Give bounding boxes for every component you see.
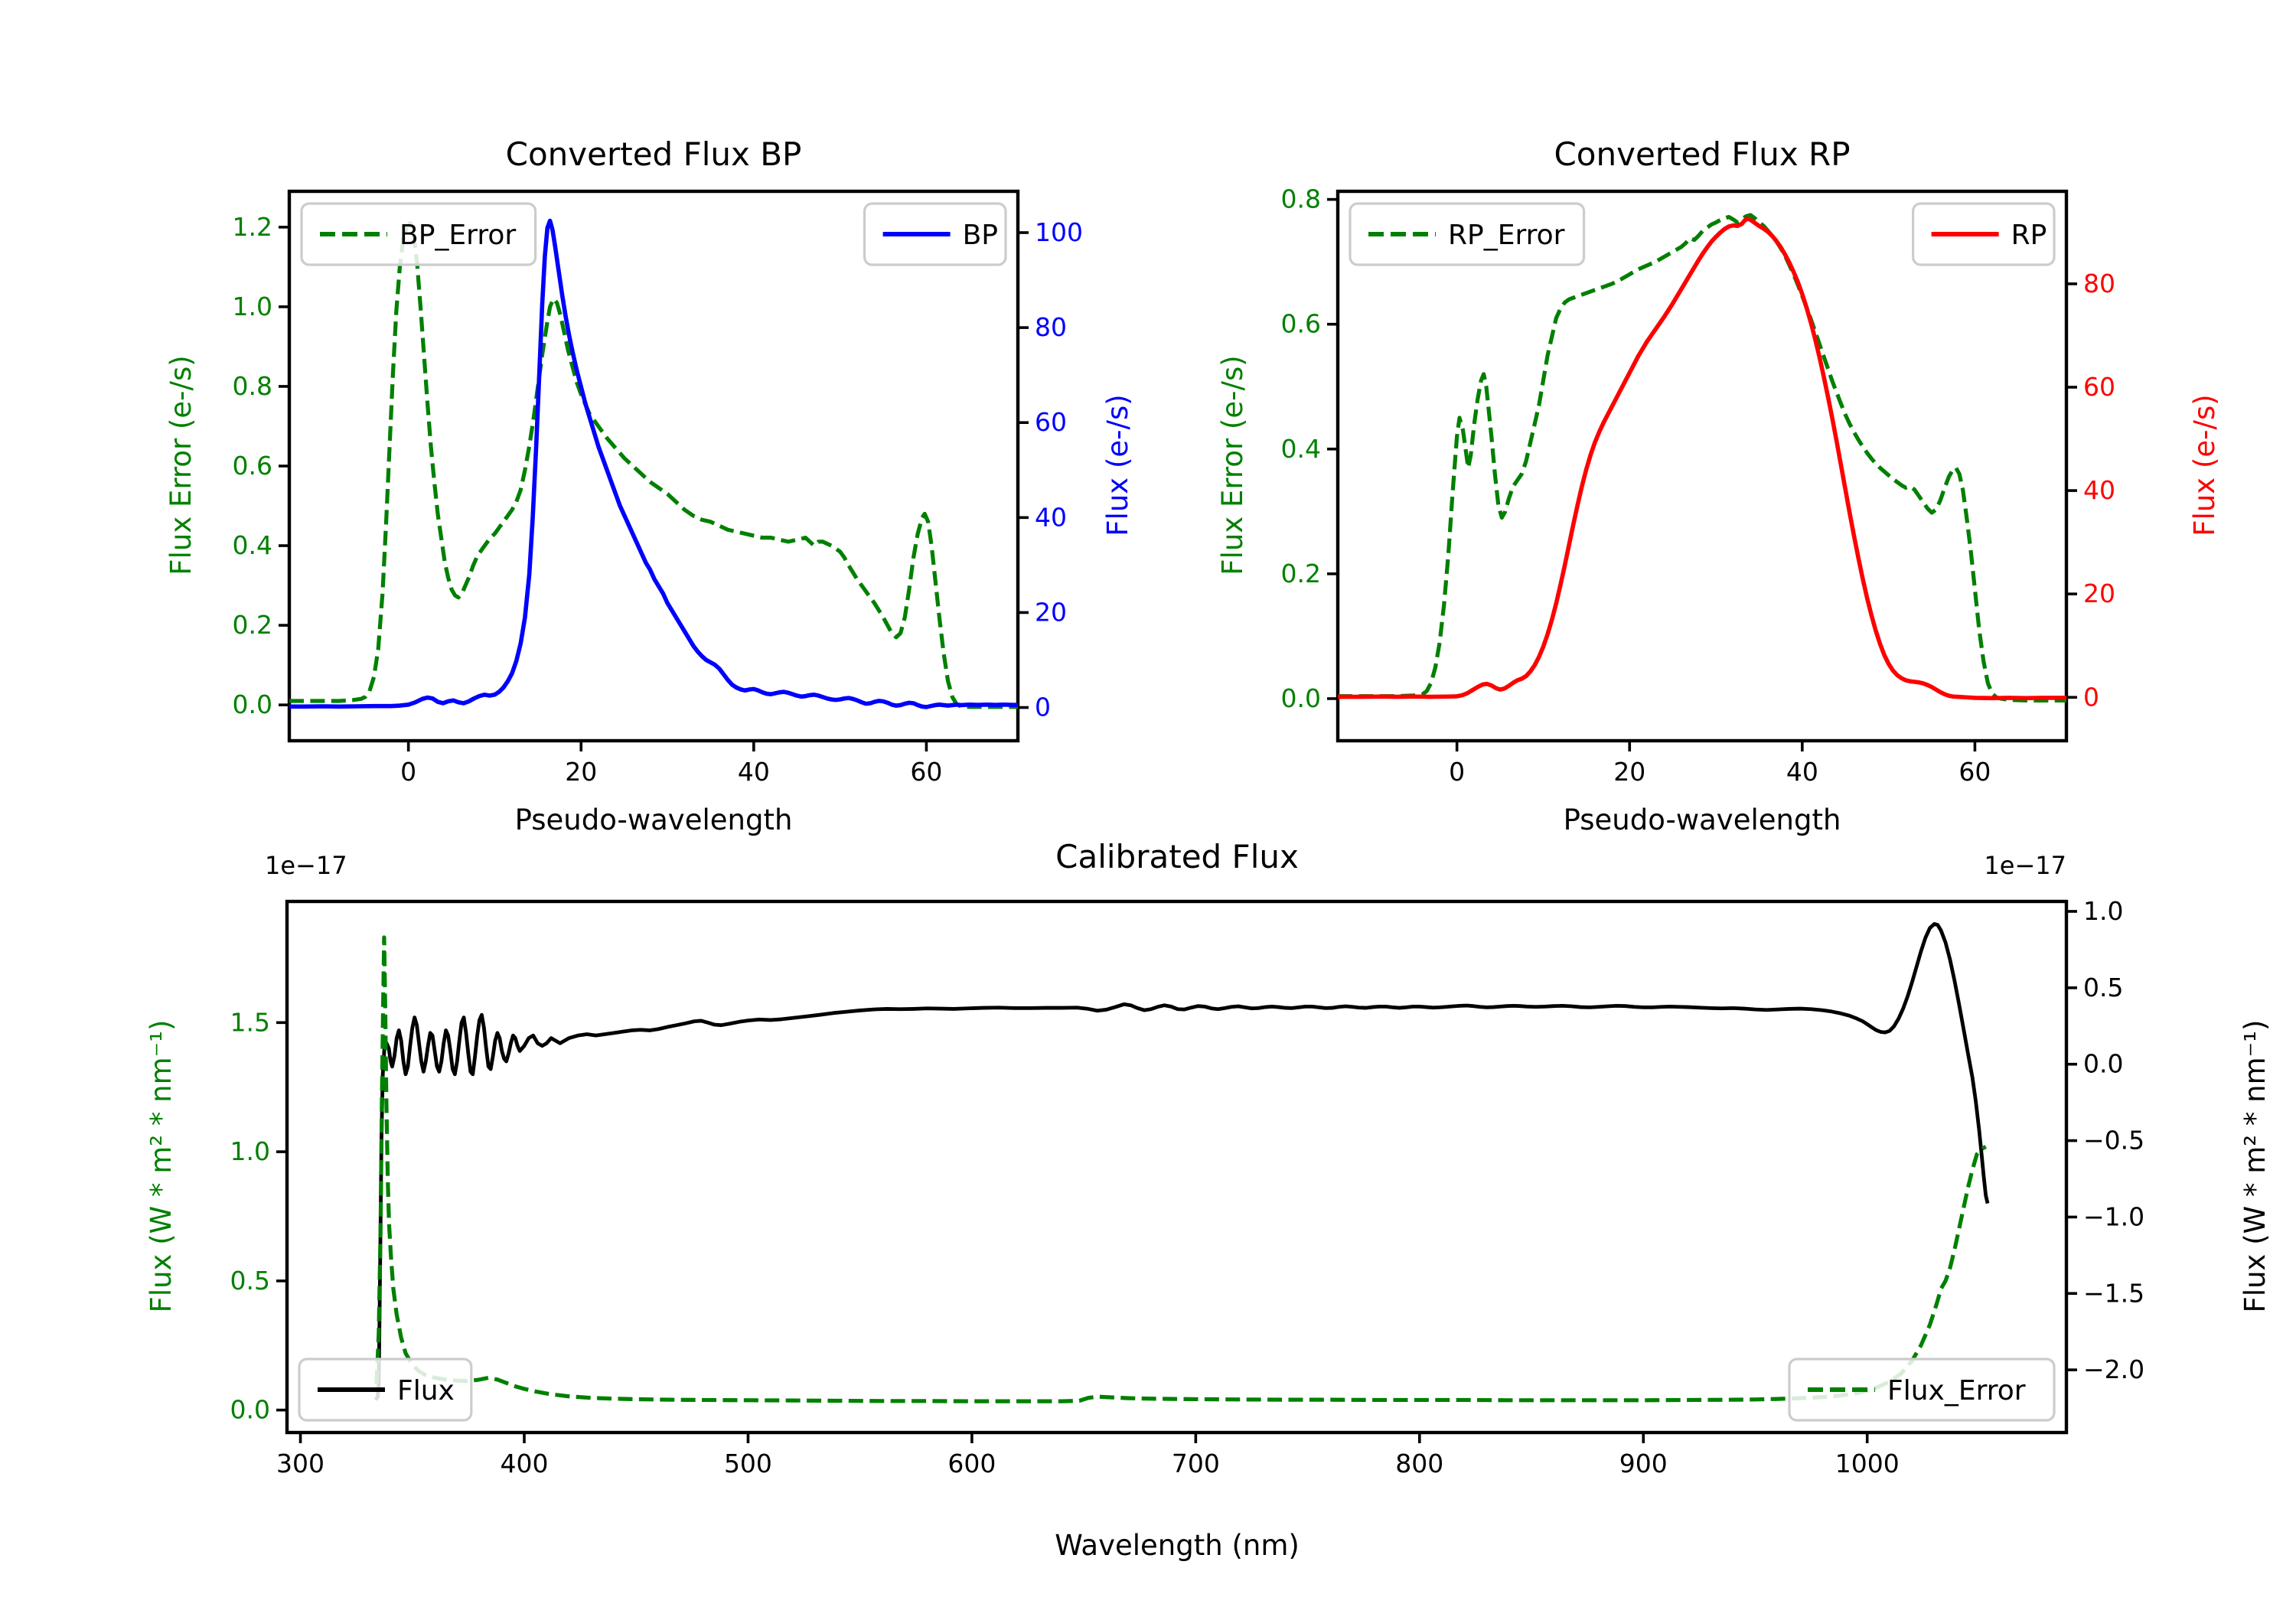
legend-label: Flux_Error <box>1887 1375 2026 1407</box>
series-rp_error <box>1338 213 2066 703</box>
y-tick-label-right: 20 <box>1035 597 1067 627</box>
y-tick-label-left: 0.5 <box>230 1266 270 1296</box>
y-tick-label-right: −1.0 <box>2083 1201 2144 1231</box>
chart-1: 0 20 40 60 0.0 0.2 0.4 0.6 0.8 0 20 40 60 80 RP_Error R… <box>1281 184 2115 787</box>
x-tick-label: 60 <box>910 757 942 787</box>
chart-rp-ylabel-right: Flux (e-/s) <box>2190 394 2222 536</box>
legend-flux: Flux <box>298 1358 473 1422</box>
x-tick-label: 500 <box>724 1449 772 1478</box>
series-flux <box>373 921 1990 1401</box>
y-tick-label-right: 0 <box>2083 682 2099 712</box>
y-tick-label-right: 1.0 <box>2083 896 2123 926</box>
y-tick-label-right: −2.0 <box>2083 1354 2144 1384</box>
y-tick-label-right: 20 <box>2083 579 2115 608</box>
chart-bp-xlabel: Pseudo-wavelength <box>514 805 793 837</box>
axes-frame <box>285 899 2069 1435</box>
legend-box <box>300 202 537 266</box>
x-tick-label: 40 <box>738 757 770 787</box>
chart-cal-offset-right: 1e−17 <box>1984 851 2066 880</box>
legend-box <box>1788 1358 2056 1422</box>
series-rp <box>1338 216 2066 701</box>
y-tick-label-right: 80 <box>2083 269 2115 298</box>
x-tick-label: 1000 <box>1835 1449 1900 1478</box>
x-tick-label: 0 <box>1449 757 1465 787</box>
y-tick-label-right: −0.5 <box>2083 1126 2144 1156</box>
legend-label: BP <box>963 220 998 251</box>
chart-rp-xlabel: Pseudo-wavelength <box>1563 805 1841 837</box>
y-tick-label-left: 0.0 <box>1281 683 1321 713</box>
chart-bp-title: Converted Flux BP <box>505 136 802 173</box>
legend-box <box>1349 202 1586 266</box>
y-tick-label-left: 1.5 <box>230 1007 270 1037</box>
x-tick-label: 0 <box>400 757 416 787</box>
legend-box <box>298 1358 473 1422</box>
legend-label: Flux <box>397 1375 455 1407</box>
y-tick-label-left: 0.2 <box>233 610 272 640</box>
y-tick-label-right: 60 <box>2083 372 2115 402</box>
legend-rp: RP <box>1912 202 2056 266</box>
x-tick-label: 300 <box>276 1449 325 1478</box>
y-tick-label-left: 0.2 <box>1281 559 1321 588</box>
y-tick-label-right: 80 <box>1035 312 1067 342</box>
y-tick-label-left: 0.4 <box>1281 434 1321 464</box>
legend-label: RP_Error <box>1448 220 1565 251</box>
y-tick-label-left: 0.0 <box>230 1395 270 1425</box>
y-tick-label-left: 0.8 <box>233 371 272 401</box>
chart-rp-title: Converted Flux RP <box>1554 136 1851 173</box>
x-tick-label: 600 <box>947 1449 996 1478</box>
y-tick-label-left: 0.8 <box>1281 184 1321 214</box>
chart-cal-xlabel: Wavelength (nm) <box>1055 1530 1300 1563</box>
legend-label: RP <box>2011 220 2047 251</box>
x-tick-label: 700 <box>1172 1449 1220 1478</box>
chart-bp-ylabel-left: Flux Error (e-/s) <box>166 355 198 575</box>
y-tick-label-left: 0.4 <box>233 530 272 560</box>
chart-2: 300 400 500 600 700 800 900 1000 0.0 0.5 1.0 1.5 1.0… <box>230 896 2145 1478</box>
chart-cal-ylabel-left: Flux (W * m² * nm⁻¹) <box>146 1019 178 1313</box>
legend-label: BP_Error <box>400 220 516 251</box>
y-tick-label-left: 0.6 <box>233 451 272 481</box>
y-tick-label-right: 0 <box>1035 693 1051 722</box>
x-tick-label: 900 <box>1619 1449 1668 1478</box>
x-tick-label: 20 <box>565 757 597 787</box>
y-tick-label-right: 100 <box>1035 217 1083 247</box>
y-tick-label-right: −1.5 <box>2083 1278 2144 1308</box>
y-tick-label-left: 0.0 <box>233 689 272 719</box>
legend-flux_error: Flux_Error <box>1788 1358 2056 1422</box>
x-tick-label: 60 <box>1958 757 1991 787</box>
legend-bp_error: BP_Error <box>300 202 537 266</box>
x-tick-label: 40 <box>1786 757 1818 787</box>
y-tick-label-right: 40 <box>1035 502 1067 532</box>
y-tick-label-right: 0.5 <box>2083 973 2123 1002</box>
y-tick-label-left: 0.6 <box>1281 309 1321 339</box>
x-tick-label: 800 <box>1395 1449 1443 1478</box>
axes-frame <box>287 189 1020 743</box>
legend-bp: BP <box>863 202 1007 266</box>
y-tick-label-left: 1.0 <box>233 292 272 321</box>
chart-0: 0 20 40 60 0.0 0.2 0.4 0.6 0.8 1.0 1.2 0 20 40 60 80 100… <box>233 189 1083 787</box>
chart-cal-ylabel-right: Flux (W * m² * nm⁻¹) <box>2240 1019 2272 1313</box>
y-tick-label-right: 60 <box>1035 407 1067 437</box>
series-bp <box>289 218 1018 709</box>
series-bp_error <box>289 221 1018 709</box>
chart-cal-title: Calibrated Flux <box>1055 839 1299 875</box>
y-tick-label-right: 40 <box>2083 475 2115 505</box>
chart-cal-offset-left: 1e−17 <box>265 851 347 880</box>
legend-rp_error: RP_Error <box>1349 202 1586 266</box>
chart-rp-ylabel-left: Flux Error (e-/s) <box>1218 355 1250 575</box>
chart-bp-ylabel-right: Flux (e-/s) <box>1103 394 1135 536</box>
x-tick-label: 20 <box>1613 757 1645 787</box>
y-tick-label-right: 0.0 <box>2083 1049 2123 1079</box>
x-tick-label: 400 <box>501 1449 549 1478</box>
axes-frame <box>1336 189 2069 743</box>
y-tick-label-left: 1.0 <box>230 1136 270 1166</box>
y-tick-label-left: 1.2 <box>233 212 272 242</box>
